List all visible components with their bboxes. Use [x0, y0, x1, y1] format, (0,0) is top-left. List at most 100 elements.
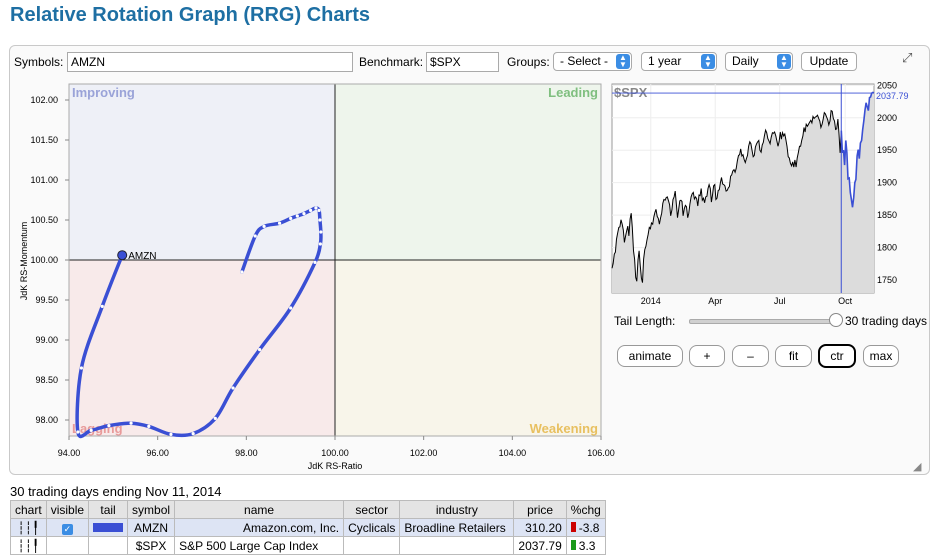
header-tail[interactable]: tail: [88, 500, 129, 519]
cell-symbol[interactable]: $SPX: [127, 536, 176, 555]
quadrant-leading: [335, 84, 601, 260]
groups-select[interactable]: - Select - ▲ ▼: [553, 52, 632, 71]
candlestick-icon[interactable]: ┆┆╿: [10, 518, 47, 537]
rrg-tail-point: [317, 208, 321, 212]
x-tick-label: 94.00: [58, 448, 81, 458]
x-tick-label: 102.00: [410, 448, 438, 458]
x-tick-label: 98.00: [235, 448, 258, 458]
candlestick-icon[interactable]: ┆┆╿: [10, 536, 47, 555]
tail-cell: [88, 536, 129, 555]
header-chart[interactable]: chart: [10, 500, 47, 519]
cell-name: S&P 500 Large Cap Index: [174, 536, 345, 555]
rrg-tail-point: [289, 216, 293, 220]
header-chg[interactable]: %chg: [565, 500, 606, 519]
benchmark-y-tick-label: 1850: [877, 210, 897, 220]
rrg-tail-point: [169, 432, 173, 436]
tail-color-swatch[interactable]: [88, 518, 129, 537]
header-industry[interactable]: industry: [399, 500, 515, 519]
rrg-tail-point: [318, 218, 322, 222]
quadrant-weakening: [335, 260, 601, 436]
max-button[interactable]: max: [863, 345, 899, 367]
rrg-tail-point: [318, 242, 322, 246]
benchmark-y-tick-label: 1900: [877, 178, 897, 188]
frequency-select[interactable]: Daily ▲ ▼: [725, 52, 793, 71]
benchmark-input[interactable]: $SPX: [426, 52, 499, 72]
rrg-tail-point: [313, 260, 317, 264]
x-tick-label: 100.00: [321, 448, 349, 458]
y-tick-label: 102.00: [30, 95, 58, 105]
header-sector[interactable]: sector: [343, 500, 401, 519]
y-tick-label: 101.00: [30, 175, 58, 185]
rrg-tail-point: [147, 424, 151, 428]
rrg-tail-point: [295, 214, 299, 218]
zoom-in-button[interactable]: +: [689, 345, 725, 367]
rrg-tail-point: [240, 270, 244, 274]
rrg-tail-point: [191, 432, 195, 436]
rrg-tail-point: [89, 428, 93, 432]
cell-sector: [343, 536, 401, 555]
tail-length-slider-track[interactable]: [689, 319, 841, 324]
benchmark-x-tick-label: Apr: [708, 296, 722, 306]
center-button[interactable]: ctr: [818, 344, 856, 368]
rrg-tail-point: [129, 421, 133, 425]
resize-grip-icon[interactable]: ◢: [913, 461, 922, 473]
select-arrows-icon: ▲ ▼: [616, 54, 630, 69]
symbols-label: Symbols:: [14, 55, 64, 69]
table-row[interactable]: ┆┆╿ $SPX S&P 500 Large Cap Index 2037.79…: [10, 536, 606, 555]
symbols-input[interactable]: AMZN: [67, 52, 353, 72]
table-header-row: chart visible tail symbol name sector in…: [10, 500, 606, 519]
table-subtitle: 30 trading days ending Nov 11, 2014: [10, 484, 222, 499]
quadrant-lagging: [69, 260, 335, 436]
rrg-tail-point: [314, 206, 318, 210]
y-tick-label: 99.50: [35, 295, 58, 305]
rrg-series-label: AMZN: [128, 251, 156, 262]
check-icon: ✓: [61, 523, 73, 535]
quadrant-label-weakening: Weakening: [530, 421, 598, 436]
expand-icon[interactable]: ⤢: [902, 50, 913, 65]
symbols-table: chart visible tail symbol name sector in…: [10, 500, 606, 555]
zoom-out-button[interactable]: –: [732, 345, 769, 367]
y-tick-label: 100.50: [30, 215, 58, 225]
rrg-tail-point: [258, 348, 262, 352]
header-visible[interactable]: visible: [45, 500, 90, 519]
x-axis-label: JdK RS-Ratio: [308, 461, 363, 471]
cell-name: Amazon.com, Inc.: [174, 518, 345, 537]
y-axis-label: JdK RS-Momentum: [19, 222, 29, 301]
rrg-tail-line: [75, 206, 323, 439]
select-arrows-icon: ▲ ▼: [777, 54, 791, 69]
quadrant-label-leading: Leading: [548, 85, 598, 100]
benchmark-y-tick-label: 1950: [877, 145, 897, 155]
benchmark-area: [612, 92, 874, 294]
animate-button[interactable]: animate: [617, 345, 683, 367]
cell-chg: -3.8: [565, 518, 606, 537]
header-price[interactable]: price: [513, 500, 567, 519]
period-select[interactable]: 1 year ▲ ▼: [641, 52, 717, 71]
rrg-tail-point: [107, 424, 111, 428]
benchmark-x-tick-label: Jul: [774, 296, 786, 306]
header-symbol[interactable]: symbol: [127, 500, 176, 519]
rrg-head-marker[interactable]: [117, 250, 128, 261]
rrg-tail-point: [289, 306, 293, 310]
quadrant-improving: [69, 84, 335, 260]
cell-price: 310.20: [513, 518, 567, 537]
header-name[interactable]: name: [174, 500, 345, 519]
tail-length-slider-handle[interactable]: [829, 313, 843, 327]
fit-button[interactable]: fit: [775, 345, 812, 367]
tail-length-value: 30 trading days: [845, 314, 928, 328]
cell-sector: Cyclicals: [343, 518, 401, 537]
benchmark-y-tick-label: 1800: [877, 243, 897, 253]
benchmark-y-tick-label: 1750: [877, 275, 897, 285]
rrg-tail-point: [309, 208, 313, 212]
benchmark-y-tick-label: 2050: [877, 80, 897, 90]
benchmark-last-value: 2037.79: [876, 91, 909, 101]
benchmark-tail-line: [840, 91, 875, 208]
table-row[interactable]: ┆┆╿ ✓ AMZN Amazon.com, Inc. Cyclicals Br…: [10, 518, 606, 537]
rrg-tail-point: [277, 221, 282, 225]
y-tick-label: 98.50: [35, 375, 58, 385]
rrg-tail-point: [253, 234, 257, 238]
cell-symbol[interactable]: AMZN: [127, 518, 176, 537]
visible-checkbox[interactable]: ✓: [45, 518, 90, 537]
update-button[interactable]: Update: [801, 52, 857, 71]
